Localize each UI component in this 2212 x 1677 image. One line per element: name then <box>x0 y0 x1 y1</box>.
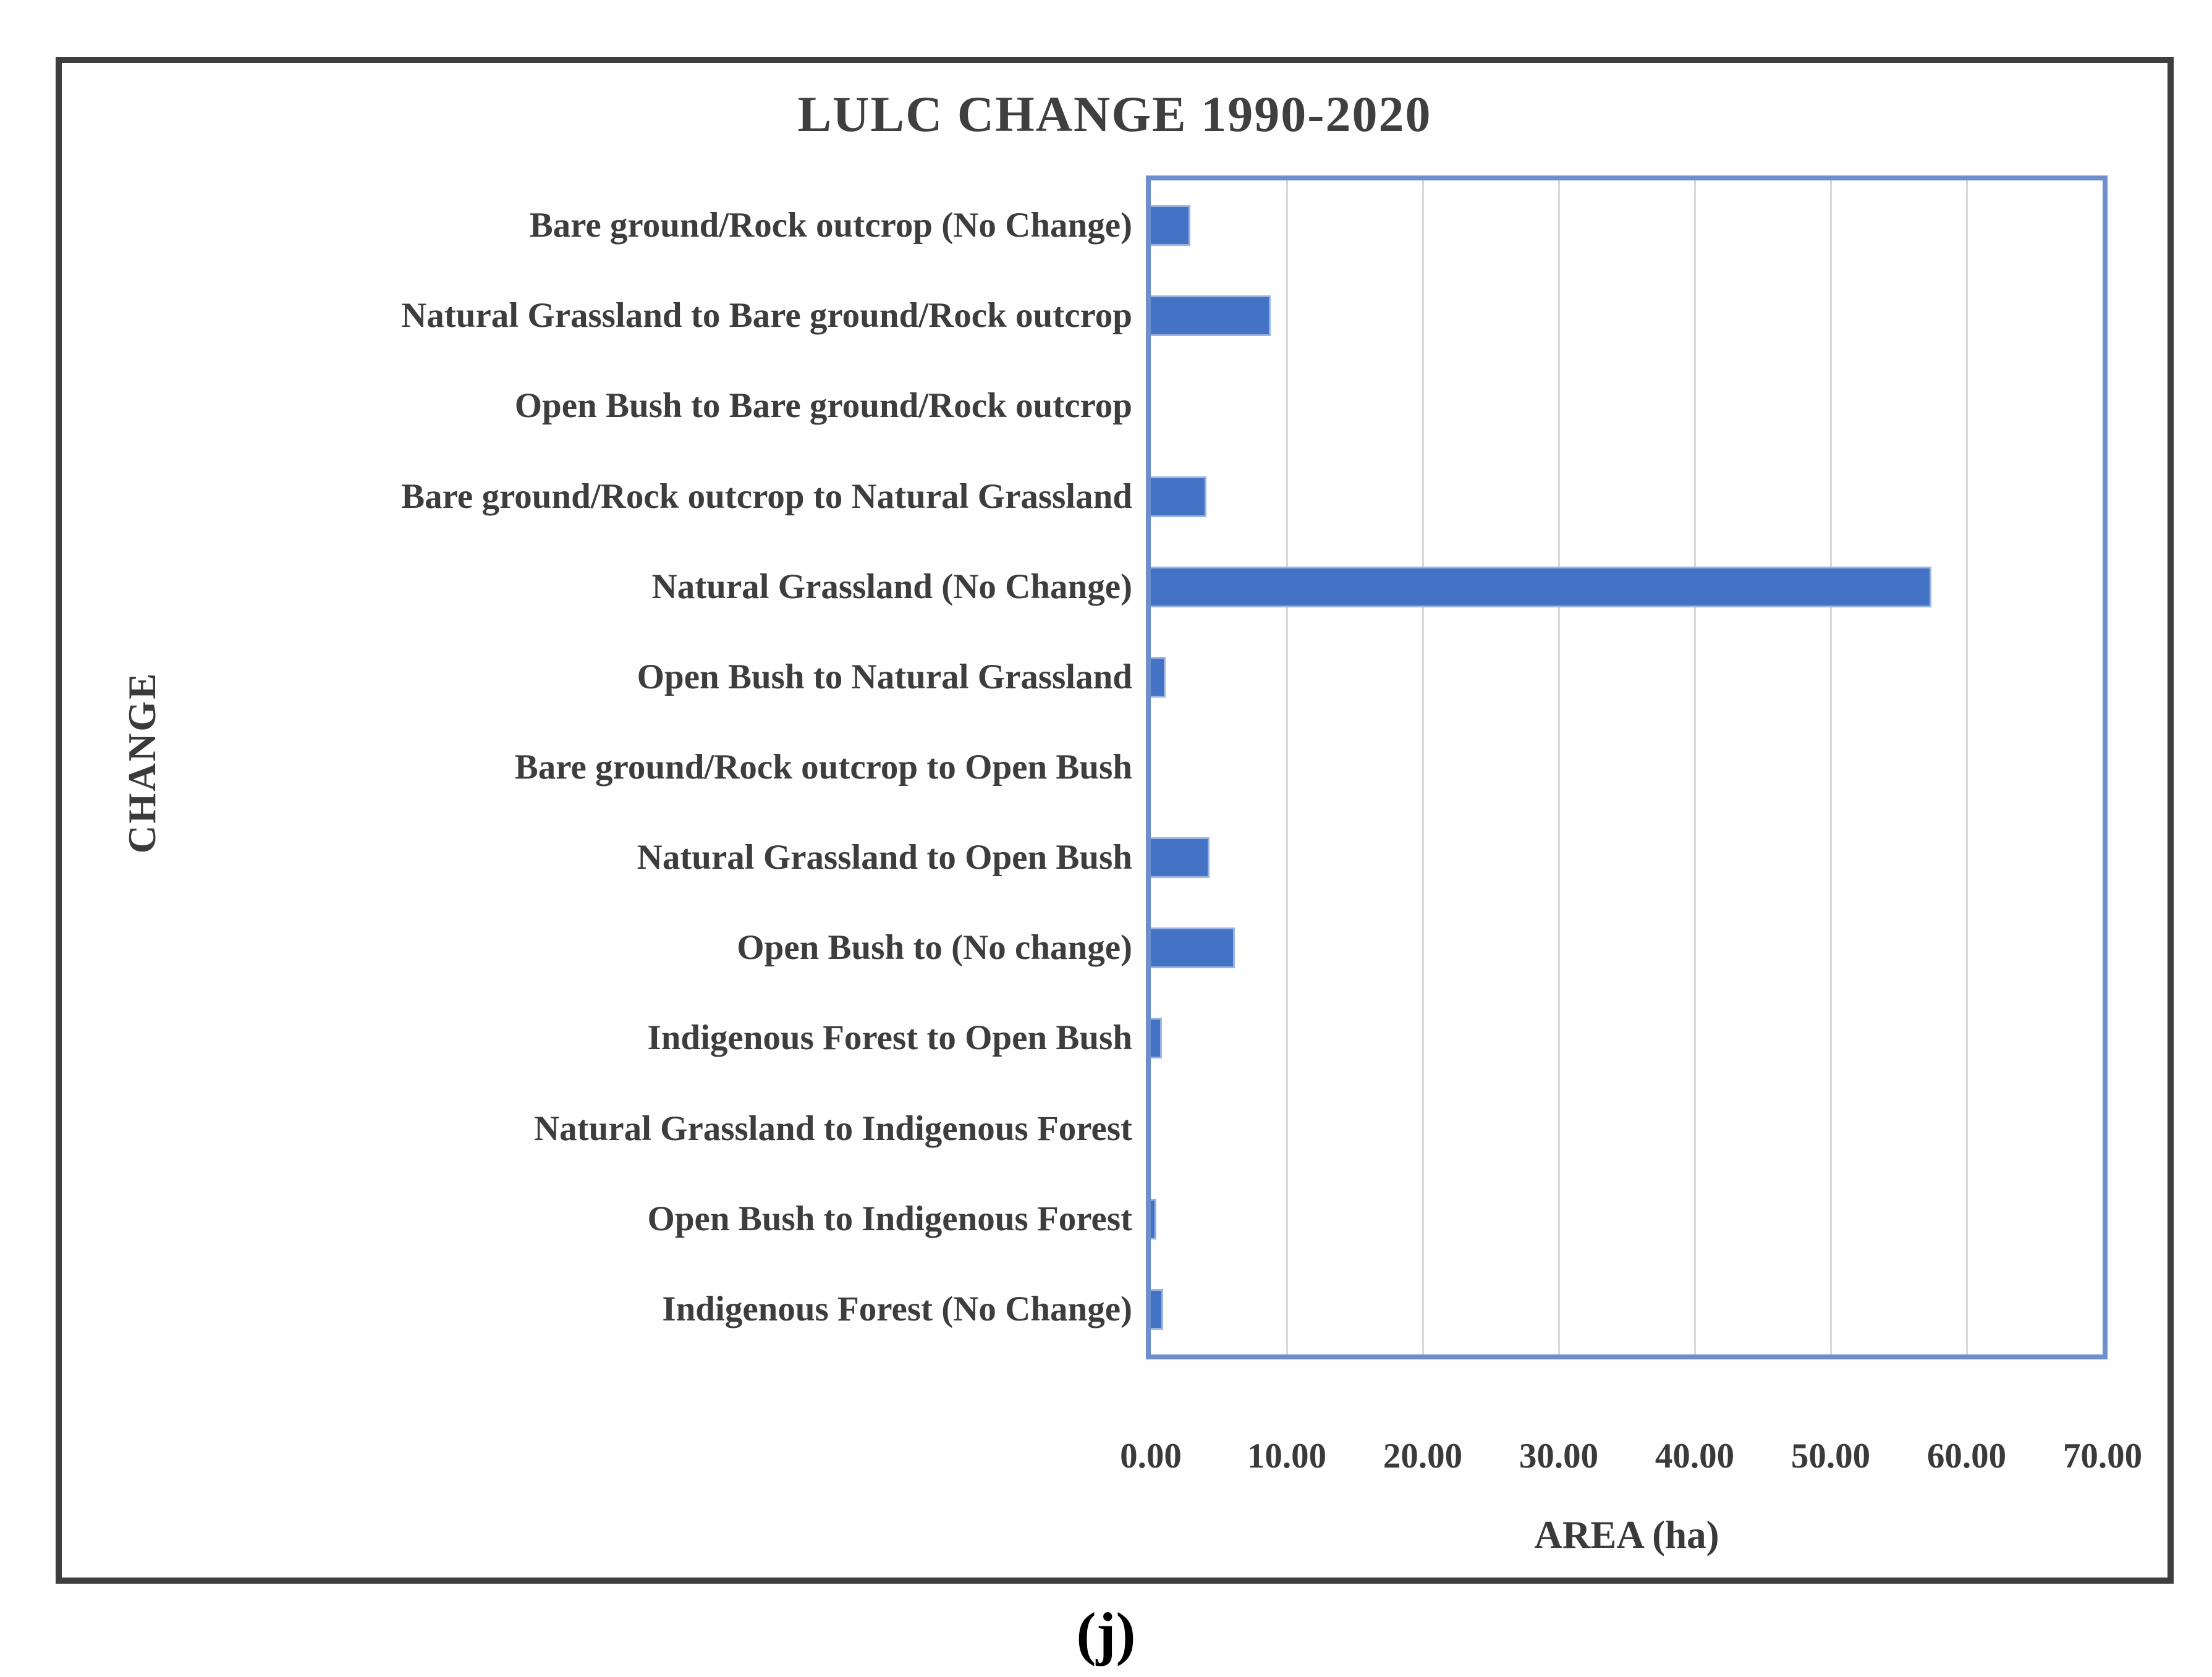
x-tick-label: 0.00 <box>1120 1437 1182 1476</box>
gridline <box>1830 180 1832 1354</box>
category-label: Open Bush to Bare ground/Rock outcrop <box>514 386 1132 426</box>
category-label: Open Bush to Indigenous Forest <box>647 1199 1132 1238</box>
x-tick-label: 20.00 <box>1383 1437 1463 1476</box>
bar <box>1151 1198 1156 1240</box>
category-label: Bare ground/Rock outcrop (No Change) <box>529 206 1132 245</box>
category-label: Open Bush to Natural Grassland <box>637 657 1132 696</box>
gridline <box>1966 180 1968 1354</box>
x-tick-label: 50.00 <box>1790 1437 1871 1476</box>
x-tick-label: 70.00 <box>2062 1437 2143 1476</box>
x-axis-title: AREA (ha) <box>1534 1513 1719 1557</box>
category-label: Bare ground/Rock outcrop to Open Bush <box>514 748 1132 787</box>
category-label: Indigenous Forest to Open Bush <box>647 1018 1132 1058</box>
bar <box>1151 566 1931 607</box>
bar <box>1151 1288 1163 1330</box>
category-label: Natural Grassland to Open Bush <box>637 838 1132 877</box>
bar <box>1151 295 1271 337</box>
bar <box>1151 1018 1162 1059</box>
bar <box>1151 656 1166 698</box>
bar <box>1151 476 1206 517</box>
category-label: Open Bush to (No change) <box>737 928 1132 968</box>
category-label: Bare ground/Rock outcrop to Natural Gras… <box>401 476 1132 516</box>
bar <box>1151 927 1235 969</box>
bar <box>1151 837 1210 879</box>
gridline <box>1694 180 1696 1354</box>
x-tick-label: 10.00 <box>1247 1437 1327 1476</box>
gridline <box>1286 180 1288 1354</box>
chart-title: LULC CHANGE 1990-2020 <box>797 86 1432 142</box>
x-tick-label: 30.00 <box>1519 1437 1599 1476</box>
category-label: Indigenous Forest (No Change) <box>662 1289 1132 1329</box>
category-label: Natural Grassland to Indigenous Forest <box>533 1109 1132 1148</box>
gridline <box>1422 180 1424 1354</box>
plot-area <box>1146 175 2108 1359</box>
category-label: Natural Grassland (No Change) <box>651 567 1132 606</box>
gridline <box>1558 180 1560 1354</box>
bar <box>1151 205 1190 247</box>
x-tick-label: 60.00 <box>1926 1437 2007 1476</box>
x-tick-label: 40.00 <box>1655 1437 1735 1476</box>
category-label: Natural Grassland to Bare ground/Rock ou… <box>401 296 1132 336</box>
figure-caption: (j) <box>1076 1600 1136 1666</box>
